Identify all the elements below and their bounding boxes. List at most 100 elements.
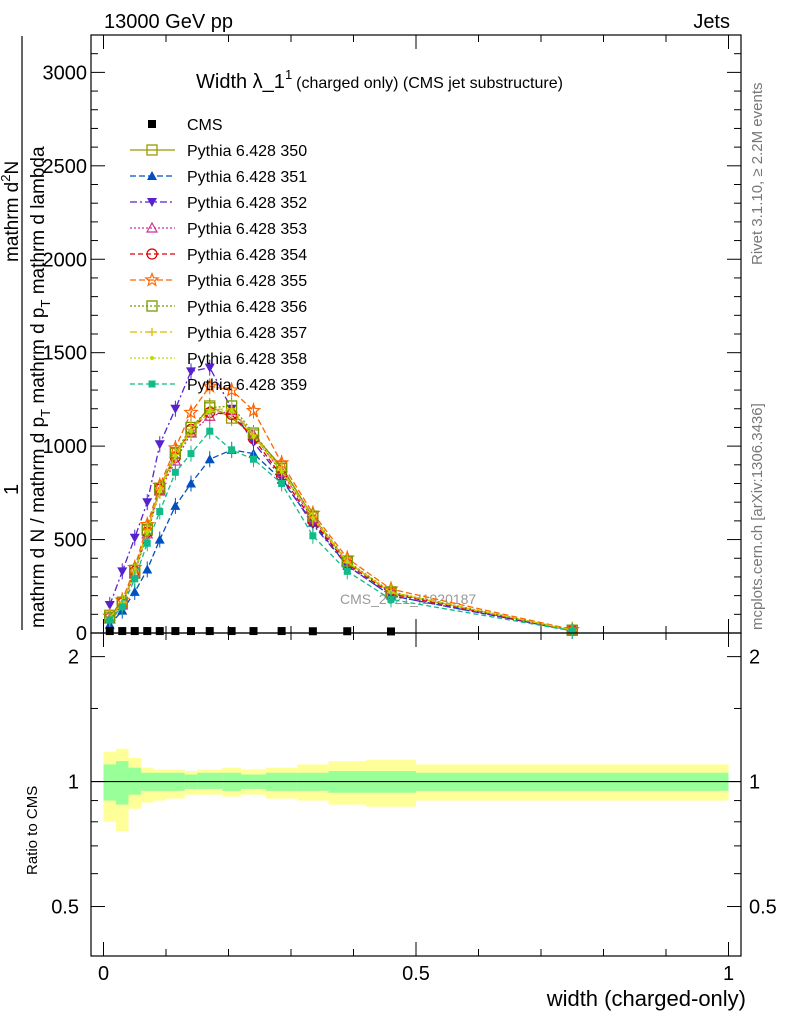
series-point [245,402,262,418]
legend-marker [144,271,160,287]
series-point [142,498,153,508]
y-axis-label: 1 mathrm d N / mathrm d pT mathrm d pT m… [0,36,53,630]
series-point [156,508,164,516]
cms-data-point [387,627,395,636]
legend-marker [150,356,154,360]
series-point [143,539,151,547]
series-cms-data [105,627,395,636]
y-label-numerator: mathrm d2N [0,161,23,262]
legend-label: Pythia 6.428 354 [187,247,307,264]
title-suffix: (charged only) (CMS jet substructure) [296,75,563,92]
ratio-y-tick-label-right: 2 [749,647,760,669]
y-tick-label: 1500 [43,343,88,365]
cms-data-point [155,627,164,636]
cms-data-point [130,627,139,636]
ratio-green-band [116,761,129,805]
cms-data-point [343,627,352,636]
y-tick-label: 0 [76,623,87,645]
cms-data-point [143,627,152,636]
series-point [187,450,195,458]
series-point [189,429,193,434]
y-label-inner: mathrm d p [28,308,49,404]
legend: CMS Pythia 6.428 350 Pythia 6.428 351 Pythi… [130,117,307,394]
y-tick-label: 3000 [43,62,88,84]
series-line [109,366,573,632]
y-label-top-n: N [2,161,23,175]
ratio-y-tick-label-left: 2 [68,647,79,669]
legend-entry: Pythia 6.428 352 [130,195,307,212]
legend-label: Pythia 6.428 357 [187,325,307,342]
legend-marker [148,328,156,336]
legend-label: Pythia 6.428 351 [187,169,307,186]
ratio-y-tick-label-right: 1 [749,772,760,794]
series-point [170,404,181,414]
mcplots-label: mcplots.cern.ch [arXiv:1306.3436] [749,403,766,630]
series-point [343,567,351,575]
series-point [170,500,181,510]
series-point [345,560,350,565]
series-point [131,575,139,583]
legend-entry: Pythia 6.428 354 [130,247,307,264]
ratio-y-tick-label-right: 0.5 [749,897,777,919]
main-axis-ticks: 0 500 1000 1500 2000 2500 3000 [43,35,741,645]
series-point [202,378,218,393]
series-point [204,363,215,373]
series-point [154,534,165,544]
series-point [171,468,179,476]
cms-data-point [277,627,286,636]
rivet-label: Rivet 3.1.10, ≥ 2.2M events [749,83,766,266]
series-point [229,408,234,413]
legend-marker [146,248,158,260]
series-point [154,440,165,450]
series-pythia-6-428-359 [106,423,576,639]
legend-label: Pythia 6.428 358 [187,351,307,368]
y-label-one: 1 [1,484,23,495]
header-left: 13000 GeV pp [104,11,233,33]
legend-label: CMS [187,117,223,134]
y-label-denominator-text: mathrm d N / mathrm d p [28,417,49,628]
series-point [186,478,196,488]
ratio-y-tick-label-left: 0.5 [51,897,79,919]
series-point [106,616,114,624]
legend-entry: Pythia 6.428 350 [130,143,307,160]
legend-marker [148,380,156,388]
series-point [309,532,317,540]
x-axis-label: width (charged-only) [546,986,746,1011]
title-superscript: 1 [285,67,292,82]
ratio-y-tick-label-left: 1 [68,772,79,794]
series-point [228,446,236,454]
y-tick-label: 2500 [43,156,88,178]
series-point [387,595,395,603]
series-point [278,480,286,487]
legend-marker [146,144,158,156]
series-point [279,469,284,474]
ratio-label: Ratio to CMS [24,786,41,875]
series-point [118,603,126,611]
series-point [142,564,153,574]
legend-marker [146,300,158,312]
series-point [568,627,576,635]
series-point [207,409,212,414]
x-tick-label: 0.5 [402,963,430,985]
series-point [206,427,214,435]
ratio-green-band [197,772,223,789]
x-tick-label: 1 [723,963,734,985]
series-point [223,381,240,397]
title-main: Width λ_1 [196,71,285,93]
series-point [104,600,115,610]
legend-label: Pythia 6.428 352 [187,195,307,212]
cms-data-point [118,627,127,636]
y-tick-label: 1000 [43,436,88,458]
legend-label: Pythia 6.428 353 [187,221,307,238]
series-point [145,530,150,535]
legend-entry: Pythia 6.428 357 [130,325,307,342]
header-right: Jets [693,11,730,33]
legend-marker [147,171,157,180]
legend-label: Pythia 6.428 356 [187,299,307,316]
series-point [157,488,162,493]
legend-entry: Pythia 6.428 351 [130,169,307,186]
main-series-layer [102,359,580,639]
y-tick-label: 500 [54,530,87,552]
cms-data-point [105,627,114,636]
series-point [183,404,199,420]
